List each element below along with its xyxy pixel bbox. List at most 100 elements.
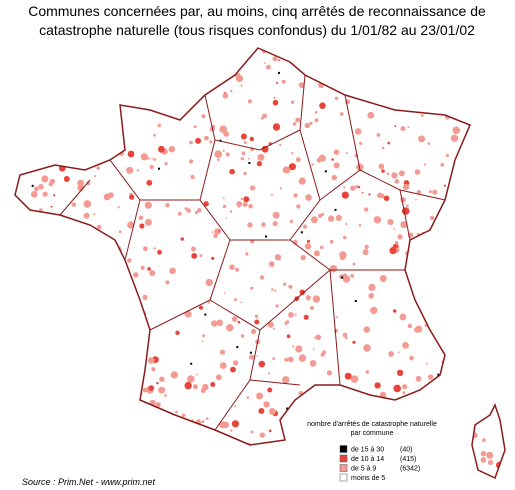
risk-area — [163, 104, 170, 111]
risk-area — [75, 88, 79, 92]
risk-area — [178, 48, 184, 52]
risk-area — [165, 93, 171, 99]
risk-area — [267, 474, 273, 478]
risk-area — [142, 387, 148, 393]
risk-area — [108, 332, 114, 338]
risk-area — [230, 89, 233, 93]
risk-area — [211, 231, 214, 233]
risk-area-high — [204, 313, 207, 316]
risk-area-high — [219, 139, 222, 142]
risk-area — [258, 408, 265, 414]
risk-area — [469, 455, 473, 458]
risk-area — [50, 205, 53, 208]
risk-area — [383, 195, 390, 202]
risk-area — [38, 426, 40, 429]
risk-area — [272, 123, 281, 131]
risk-area — [65, 107, 73, 116]
risk-area — [133, 272, 139, 278]
risk-area — [133, 381, 140, 388]
risk-area — [65, 277, 73, 285]
risk-area — [381, 169, 385, 173]
risk-area — [81, 384, 88, 391]
risk-area — [110, 272, 118, 280]
risk-area — [452, 362, 458, 367]
risk-area — [231, 316, 238, 322]
risk-area — [304, 122, 310, 129]
risk-area — [415, 198, 417, 201]
risk-area — [235, 454, 243, 462]
risk-area-high — [214, 453, 217, 455]
risk-area — [400, 221, 408, 229]
risk-area — [243, 171, 247, 176]
risk-area — [240, 334, 245, 338]
risk-area — [467, 169, 476, 177]
risk-area — [100, 61, 104, 65]
risk-area — [96, 166, 100, 170]
risk-area-high — [354, 300, 357, 302]
risk-area-high — [248, 162, 251, 164]
risk-area — [45, 426, 49, 430]
risk-area — [139, 423, 147, 431]
risk-area — [161, 418, 165, 421]
risk-area — [175, 410, 178, 414]
risk-area — [102, 315, 107, 321]
risk-area — [207, 301, 210, 304]
risk-area — [363, 344, 371, 352]
risk-area — [403, 398, 408, 403]
risk-area — [116, 430, 119, 433]
risk-area — [181, 413, 186, 418]
risk-area — [204, 135, 209, 141]
risk-area — [117, 437, 125, 444]
risk-area — [47, 95, 52, 100]
risk-area — [118, 230, 122, 234]
risk-area — [163, 77, 170, 84]
risk-area — [71, 202, 77, 207]
risk-area — [342, 275, 351, 283]
risk-area — [402, 391, 406, 395]
risk-area — [41, 298, 49, 306]
risk-area — [456, 376, 463, 384]
risk-area — [151, 157, 154, 160]
risk-area — [225, 217, 228, 219]
risk-area — [133, 361, 138, 366]
risk-area — [282, 54, 286, 59]
risk-area — [187, 375, 195, 383]
risk-area — [26, 384, 30, 387]
risk-area — [313, 250, 320, 257]
risk-area — [433, 224, 441, 232]
risk-area — [433, 270, 439, 276]
risk-area — [125, 421, 129, 425]
risk-area — [396, 369, 404, 376]
risk-area — [159, 458, 166, 464]
risk-area — [480, 325, 485, 331]
risk-area — [219, 421, 227, 429]
risk-area — [65, 273, 70, 278]
risk-area — [403, 180, 410, 186]
risk-area — [412, 395, 416, 399]
risk-area-high — [278, 71, 280, 74]
risk-area — [68, 407, 71, 410]
risk-area — [156, 382, 159, 385]
risk-area — [432, 189, 438, 195]
risk-area — [222, 149, 225, 152]
risk-area — [168, 145, 176, 153]
risk-area — [213, 233, 218, 239]
risk-area — [312, 295, 321, 303]
risk-area — [247, 157, 250, 160]
risk-area — [282, 166, 291, 174]
risk-area — [36, 63, 41, 69]
risk-area — [234, 298, 237, 302]
risk-area — [79, 231, 84, 237]
risk-area — [362, 249, 369, 256]
risk-area — [254, 314, 259, 318]
risk-area — [57, 468, 64, 475]
risk-area — [191, 253, 198, 259]
risk-area — [378, 163, 385, 170]
risk-area — [368, 283, 376, 291]
risk-area — [409, 355, 414, 361]
risk-area — [82, 397, 85, 400]
risk-area — [267, 387, 273, 393]
risk-area — [400, 126, 406, 132]
risk-area — [215, 374, 222, 381]
risk-area — [36, 49, 43, 56]
